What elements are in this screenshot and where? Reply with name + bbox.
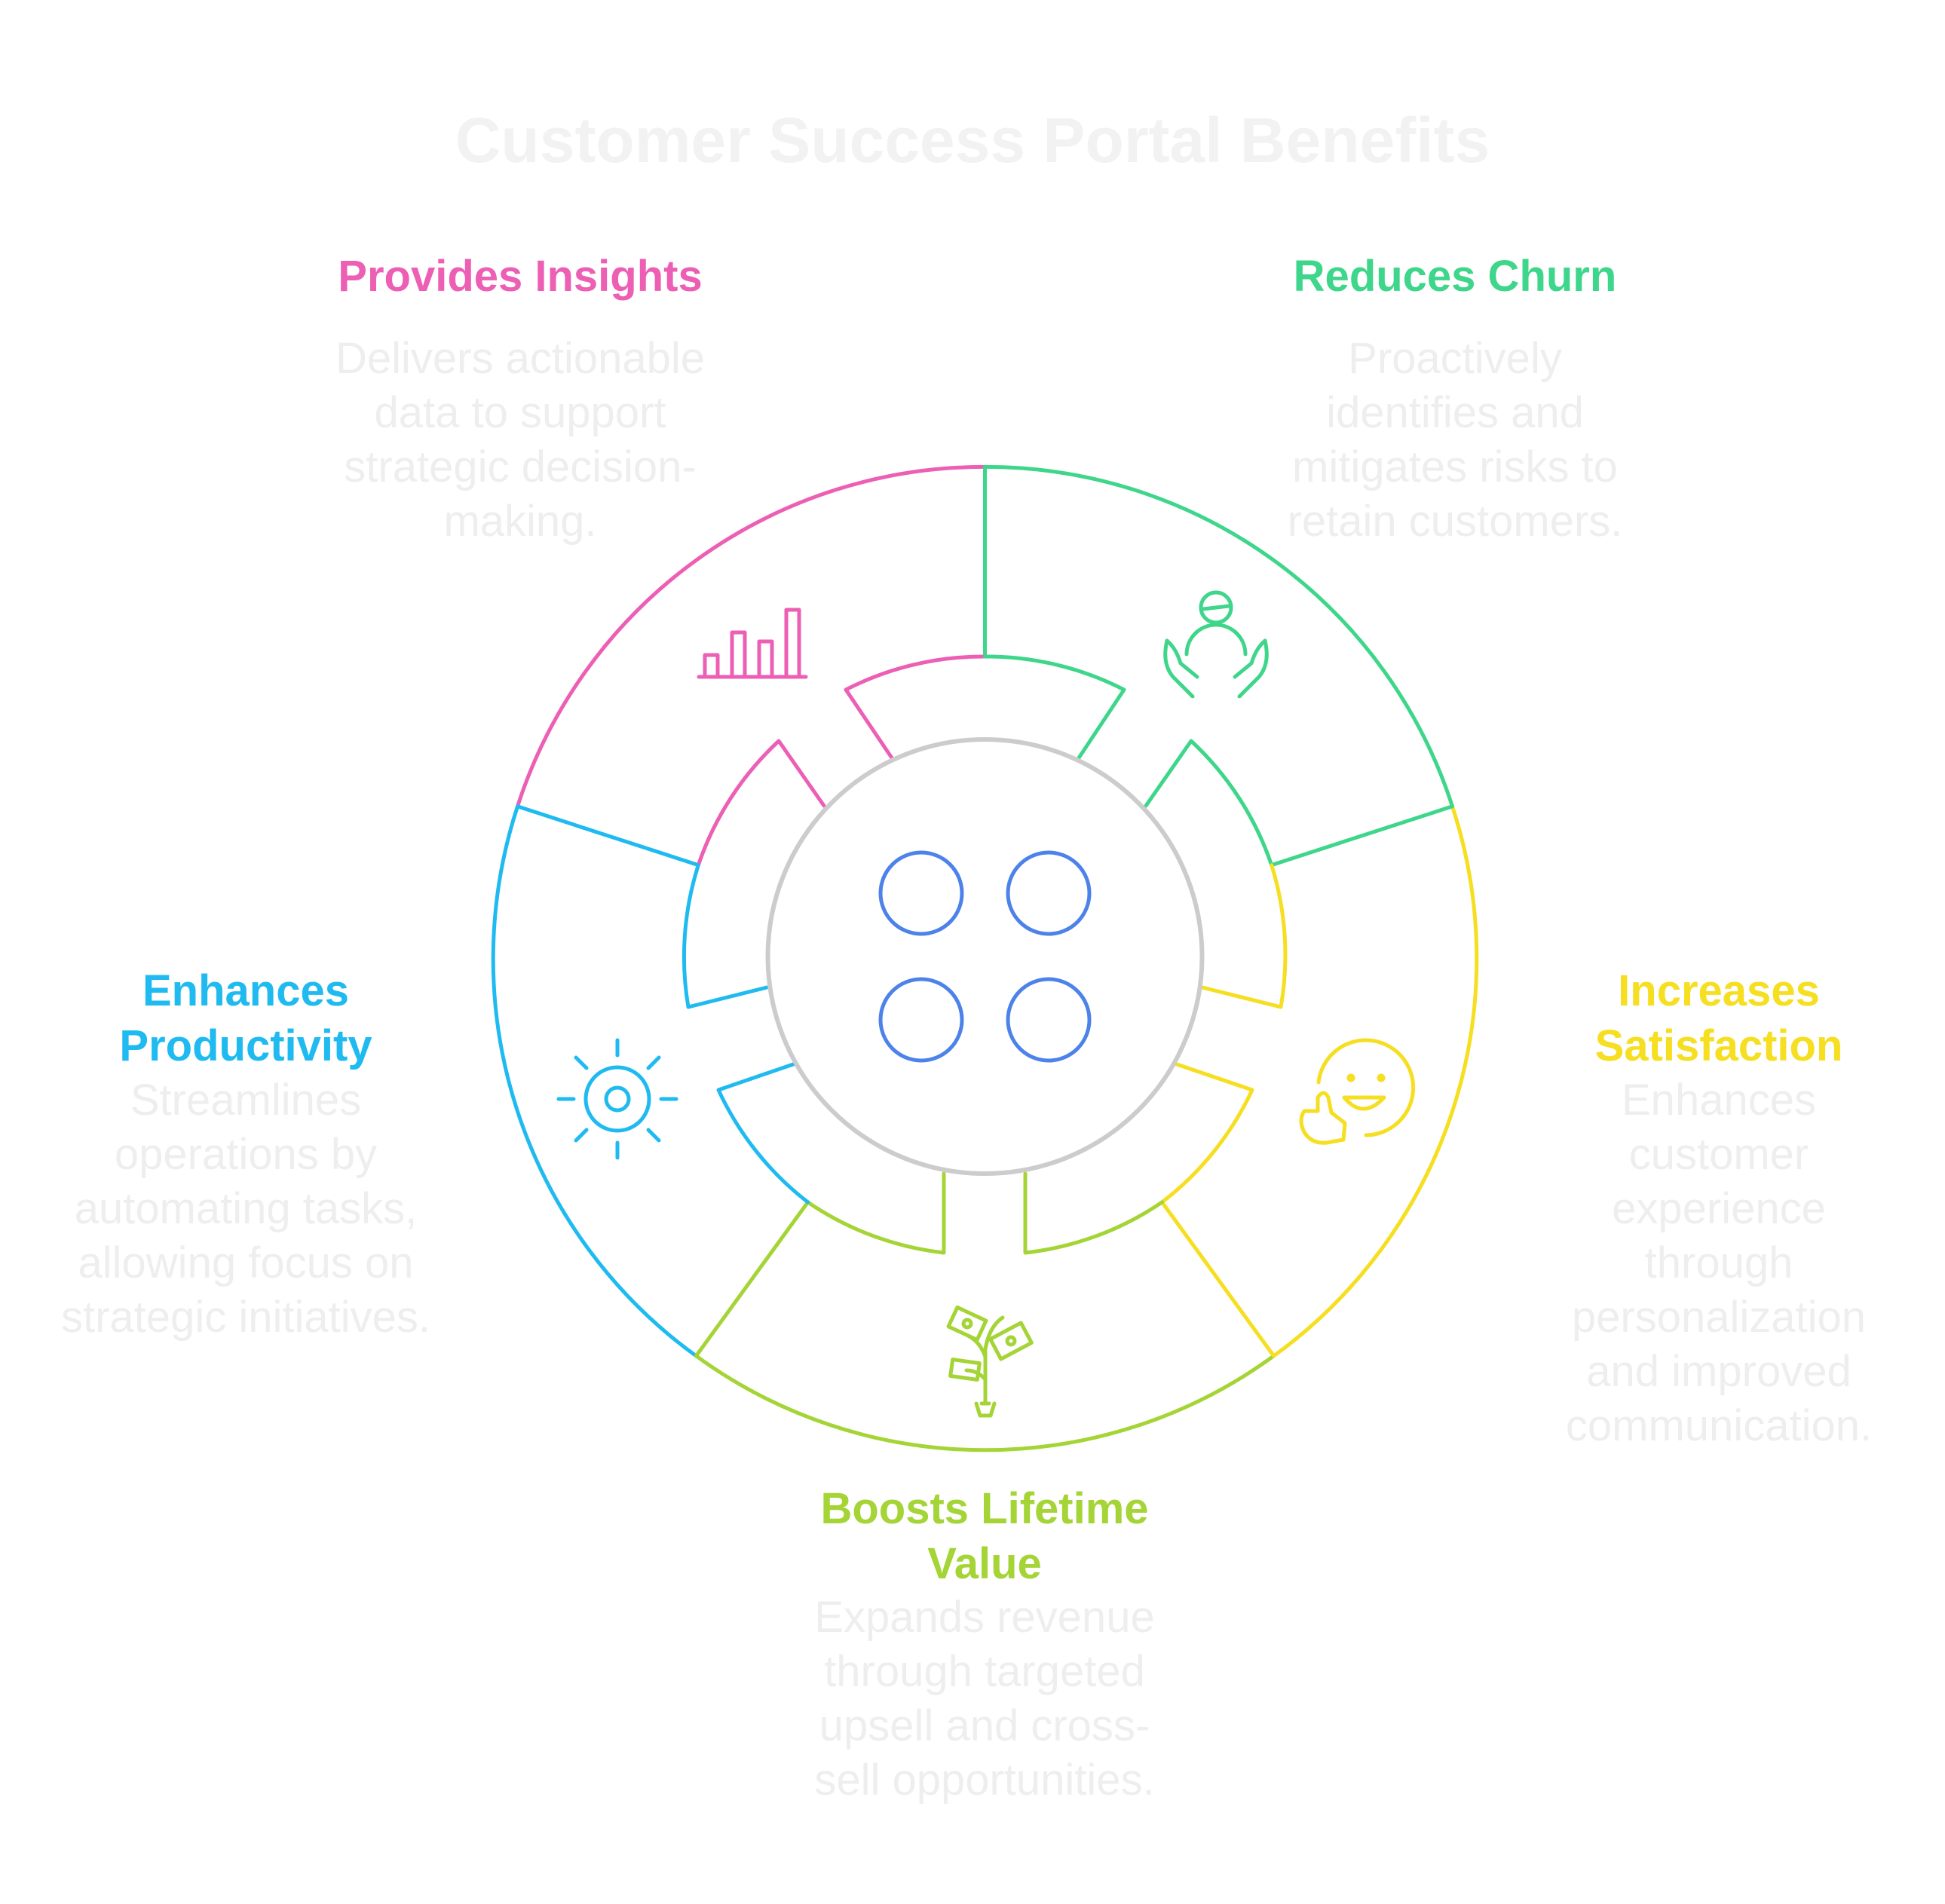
ring-arc-productivity [491,804,698,1358]
inner-block-insights-2 [696,739,826,868]
divider-lines [516,464,1454,1358]
inner-block-productivity [716,1061,810,1205]
inner-block-satisfaction [1200,863,1288,1009]
ring-arc-churn [983,464,1454,809]
gear-icon [556,1038,678,1160]
inner-block-lifetime [1023,1171,1164,1255]
inner-block-satisfaction-2 [1159,1061,1254,1205]
segment-desc-satisfaction: Enhances customer experience through per… [1565,1076,1873,1450]
ring-arc-lifetime [694,1354,1276,1452]
money-plant-icon [946,1305,1034,1418]
inner-block-productivity-2 [682,863,769,1009]
inner-block-insights [844,654,987,761]
ring-arc-insights [516,464,987,809]
segment-desc-insights: Delivers actionable data to support stra… [335,334,706,546]
smiley-thumbs-up-icon [1299,1038,1416,1145]
inner-block-lifetime-2 [806,1171,946,1255]
inner-ring-blocks [682,654,1288,1255]
segment-title-lifetime: Boosts Lifetime Value [820,1484,1149,1588]
segment-desc-productivity: Streamlines operations by automating tas… [61,1076,430,1342]
center-hub [765,737,1205,1176]
segment-title-productivity: Enhances Productivity [119,966,372,1070]
segment-title-churn: Reduces Churn [1293,252,1617,301]
four-circles-icon [878,850,1092,1063]
inner-block-churn-2 [1144,739,1274,868]
diagram-title: Customer Success Portal Benefits [455,105,1490,176]
segment-title-satisfaction: Increases Satisfaction [1594,966,1843,1070]
person-in-hands-icon [1163,590,1269,699]
ring-arc-satisfaction [1272,804,1479,1358]
segment-desc-lifetime: Expands revenue through targeted upsell … [814,1593,1155,1805]
segment-desc-churn: Proactively identifies and mitigates ris… [1287,334,1623,546]
outer-ring [491,464,1479,1452]
bar-chart-icon [697,608,808,679]
inner-block-churn [983,654,1126,761]
segment-title-insights: Provides Insights [338,252,703,301]
